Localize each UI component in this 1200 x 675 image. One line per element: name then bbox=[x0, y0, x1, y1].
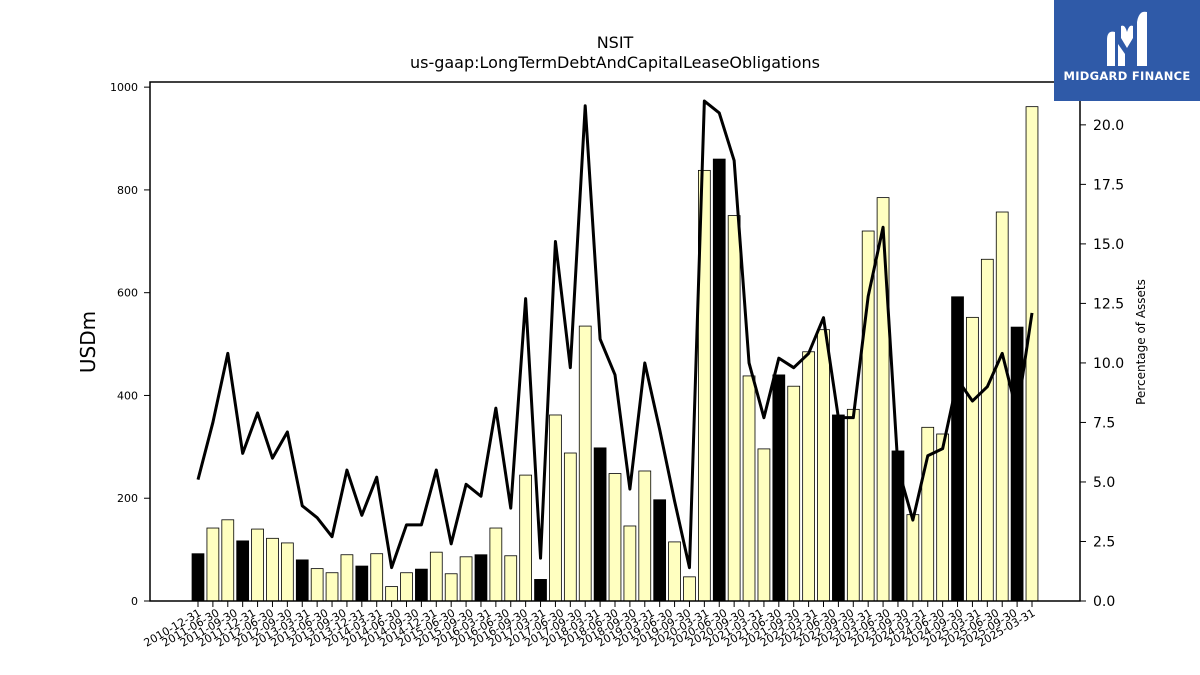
bar bbox=[787, 385, 801, 602]
bar bbox=[355, 565, 369, 602]
y2-tick-label: 17.5 bbox=[1093, 177, 1124, 193]
y2-tick-label: 12.5 bbox=[1093, 296, 1124, 312]
bar bbox=[385, 586, 398, 602]
bar bbox=[1025, 106, 1039, 602]
y-tick-label: 600 bbox=[117, 287, 138, 300]
bar bbox=[489, 527, 503, 602]
bar bbox=[817, 329, 830, 602]
bar bbox=[638, 470, 652, 602]
bar bbox=[653, 499, 667, 602]
bar bbox=[891, 450, 905, 602]
bar bbox=[906, 514, 920, 602]
bar bbox=[340, 554, 354, 602]
chart-subtitle: us-gaap:LongTermDebtAndCapitalLeaseOblig… bbox=[410, 53, 820, 72]
chart-title: NSIT bbox=[597, 33, 634, 52]
bar bbox=[251, 528, 264, 602]
bar-series bbox=[191, 106, 1039, 602]
bar bbox=[683, 576, 696, 602]
y2-tick-label: 20.0 bbox=[1093, 118, 1124, 134]
plot-frame bbox=[149, 81, 1081, 602]
bar bbox=[459, 556, 473, 602]
bar bbox=[623, 525, 637, 602]
bar bbox=[400, 572, 413, 602]
y2-tick-label: 2.5 bbox=[1093, 534, 1115, 550]
bar bbox=[608, 473, 622, 602]
bar bbox=[191, 553, 205, 602]
bar bbox=[549, 414, 562, 602]
bar bbox=[519, 474, 533, 602]
bar bbox=[832, 414, 845, 602]
bar bbox=[861, 230, 875, 602]
bar bbox=[429, 551, 443, 602]
y2-tick-label: 10.0 bbox=[1093, 356, 1124, 372]
bar bbox=[236, 540, 250, 602]
bar bbox=[415, 568, 428, 602]
bar bbox=[727, 215, 741, 602]
bar bbox=[966, 316, 979, 602]
brand-logo: MIDGARD FINANCE bbox=[1054, 0, 1200, 101]
bar bbox=[325, 572, 339, 602]
bar bbox=[936, 433, 950, 602]
brand-name: MIDGARD FINANCE bbox=[1063, 69, 1191, 83]
y-tick-label: 800 bbox=[117, 184, 138, 197]
bar bbox=[221, 519, 235, 602]
bar bbox=[474, 554, 488, 602]
y-axis-label: USDm bbox=[76, 311, 100, 373]
y2-tick-label: 7.5 bbox=[1093, 415, 1115, 431]
bar bbox=[846, 408, 860, 602]
bar bbox=[742, 375, 756, 602]
percentage-line-series bbox=[196, 99, 1034, 570]
axes: 0 200 400 600 800 1000 0.0 2.5 5.0 7.5 10.0 12.5 15.… bbox=[110, 81, 1124, 649]
midgard-logo-icon bbox=[1107, 11, 1147, 66]
y-tick-label: 200 bbox=[117, 492, 138, 505]
bar bbox=[310, 568, 324, 602]
bar bbox=[951, 296, 964, 602]
bar bbox=[534, 579, 547, 602]
y2-tick-label: 5.0 bbox=[1093, 475, 1115, 491]
bar bbox=[995, 211, 1009, 602]
y-tick-label: 1000 bbox=[110, 81, 138, 94]
y2-axis-label: Percentage of Assets bbox=[1134, 279, 1148, 405]
bar bbox=[266, 537, 279, 602]
bar bbox=[280, 542, 294, 602]
bar bbox=[1010, 326, 1024, 602]
y2-tick-label: 15.0 bbox=[1093, 237, 1124, 253]
bar bbox=[668, 541, 681, 602]
y-tick-label: 400 bbox=[117, 389, 138, 402]
bar bbox=[206, 527, 220, 602]
bar bbox=[295, 559, 309, 602]
y-tick-label: 0 bbox=[131, 595, 138, 608]
bar bbox=[593, 447, 607, 602]
bar bbox=[444, 573, 458, 602]
bar bbox=[712, 158, 726, 602]
bar bbox=[578, 325, 592, 602]
bar bbox=[772, 374, 786, 602]
percentage-line bbox=[196, 99, 1034, 570]
bar bbox=[370, 553, 384, 602]
bar bbox=[563, 452, 577, 602]
y2-tick-label: 0.0 bbox=[1093, 594, 1115, 610]
bar bbox=[504, 555, 518, 602]
bar bbox=[980, 258, 994, 602]
bar bbox=[757, 448, 771, 602]
bar bbox=[876, 197, 890, 602]
bar bbox=[802, 351, 815, 602]
